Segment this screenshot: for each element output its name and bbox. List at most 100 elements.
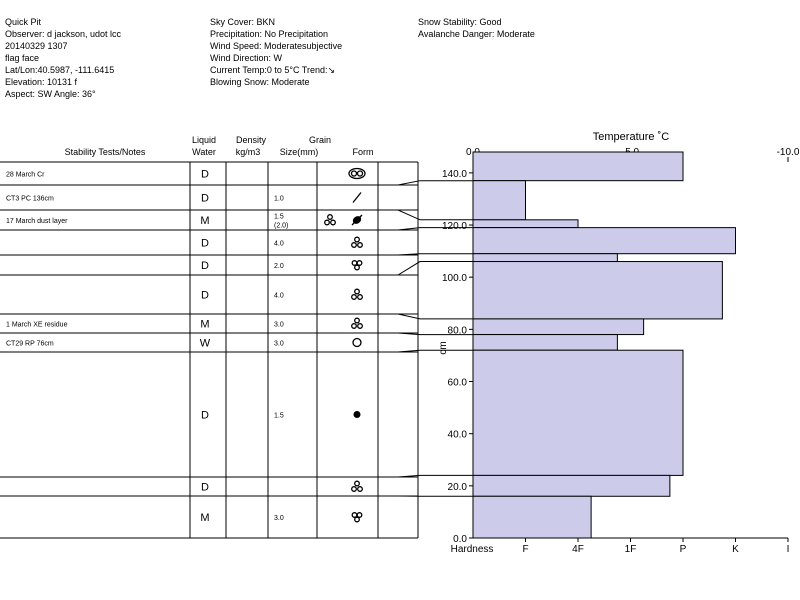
x-tick-label: I xyxy=(787,544,790,555)
pit-info-column: Quick Pit Observer: d jackson, udot lcc … xyxy=(5,16,121,100)
rounded-grains-icon xyxy=(353,411,361,418)
layer-connector xyxy=(380,349,473,353)
table-row: CT3 PC 136cm D 1.0 xyxy=(6,192,362,205)
clustered-rounded-icon xyxy=(351,260,363,271)
avalanche-danger: Avalanche Danger: Moderate xyxy=(418,29,535,39)
table-grid xyxy=(0,161,419,539)
row-liquid-water: D xyxy=(201,193,209,205)
ice-formation-icon xyxy=(351,214,363,226)
table-row: 28 March Cr D xyxy=(6,167,366,181)
layer-connector xyxy=(380,209,473,221)
y-axis-label: cm xyxy=(438,341,449,354)
liquid-water-header-2: Water xyxy=(192,147,216,157)
hardness-bar xyxy=(472,180,526,221)
row-liquid-water: D xyxy=(201,290,209,302)
x-tick-label: K xyxy=(732,544,739,555)
hardness-bar xyxy=(472,151,684,182)
row-grain-size: 3.0 xyxy=(274,515,284,522)
table-row: 1 March XE residue M 3.0 xyxy=(6,317,363,331)
y-tick-label: 100.0 xyxy=(442,273,467,284)
table-row: CT29 RP 76cm W 3.0 xyxy=(6,337,362,350)
lat-lon: Lat/Lon:40.5987, -111.6415 xyxy=(5,65,115,75)
row-grain-size: 2.0 xyxy=(274,263,284,270)
hardness-plot: Temperature ˚C 0.0-5.0-10.0 0.020.040.06… xyxy=(438,131,800,555)
stability-info-column: Snow Stability: Good Avalanche Danger: M… xyxy=(418,16,535,40)
slash-icon xyxy=(352,192,362,203)
x-tick-label: 1F xyxy=(625,544,637,555)
layer-connector xyxy=(380,180,473,186)
hardness-bar xyxy=(472,334,618,351)
row-note: 1 March XE residue xyxy=(6,322,68,329)
hardness-bar xyxy=(472,261,723,320)
row-liquid-water: D xyxy=(201,260,209,272)
y-tick-label: 20.0 xyxy=(448,482,468,493)
hardness-bar xyxy=(472,495,592,539)
hardness-bar xyxy=(472,318,645,336)
table-row: M 3.0 xyxy=(200,512,363,524)
row-liquid-water: M xyxy=(200,512,209,524)
row-liquid-water: W xyxy=(200,338,211,350)
grain-form-header: Form xyxy=(353,147,374,157)
rounded-faceted-icon xyxy=(351,288,363,300)
row-liquid-water: D xyxy=(201,482,209,494)
observer: Observer: d jackson, udot lcc xyxy=(5,29,122,39)
y-tick-label: 80.0 xyxy=(448,325,468,336)
layer-connector xyxy=(380,227,473,231)
rounded-faceted-icon xyxy=(351,236,363,248)
aspect-angle: Aspect: SW Angle: 36° xyxy=(5,89,96,99)
layer-connector xyxy=(380,313,473,320)
y-tick-label: 40.0 xyxy=(448,430,468,441)
hardness-bar xyxy=(472,219,579,229)
blowing-snow: Blowing Snow: Moderate xyxy=(210,77,310,87)
temperature-axis-title: Temperature ˚C xyxy=(593,131,669,143)
current-temp: Current Temp:0 to 5°C Trend:↘ xyxy=(210,65,336,75)
grain-header: Grain xyxy=(309,135,331,145)
x-tick-label: 4F xyxy=(572,544,584,555)
table-rows: 28 March Cr D CT3 PC 136cm D 1.0 17 March dus… xyxy=(6,167,366,524)
layer-connector xyxy=(380,253,473,256)
location-name: flag face xyxy=(5,53,40,63)
table-row: D 4.0 xyxy=(201,236,363,250)
layer-connector xyxy=(380,474,473,478)
row-liquid-water: D xyxy=(201,169,209,181)
row-note: 28 March Cr xyxy=(6,172,45,179)
row-grain-size: 4.0 xyxy=(274,293,284,300)
weather-info-column: Sky Cover: BKN Precipitation: No Precipi… xyxy=(210,16,342,88)
clustered-rounded-icon xyxy=(351,512,363,523)
liquid-water-header-1: Liquid xyxy=(192,135,216,145)
x-axis-label: Hardness xyxy=(451,544,494,555)
rounded-faceted-icon xyxy=(351,480,363,492)
y-tick-label: 120.0 xyxy=(442,221,467,232)
table-row: D 2.0 xyxy=(201,260,363,272)
density-header-2: kg/m3 xyxy=(236,147,261,157)
y-tick-label: 140.0 xyxy=(442,169,467,180)
temperature-tick-label: -10.0 xyxy=(777,147,800,158)
x-tick-label: F xyxy=(522,544,528,555)
hardness-bar xyxy=(472,227,736,255)
row-grain-size: 4.0 xyxy=(274,241,284,248)
y-tick-label: 0.0 xyxy=(453,534,467,545)
row-liquid-water: M xyxy=(200,319,209,331)
y-tick-label: 60.0 xyxy=(448,378,468,389)
date-time: 20140329 1307 xyxy=(5,41,68,51)
rounded-faceted-icon xyxy=(324,214,336,226)
row-liquid-water: D xyxy=(201,410,209,422)
notes-header: Stability Tests/Notes xyxy=(65,147,146,157)
layer-connectors xyxy=(380,180,473,497)
density-header-1: Density xyxy=(236,135,267,145)
row-note: CT29 RP 76cm xyxy=(6,341,54,348)
row-liquid-water: D xyxy=(201,238,209,250)
wind-direction: Wind Direction: W xyxy=(210,53,283,63)
row-grain-size: 1.5 xyxy=(274,214,284,221)
precipitation: Precipitation: No Precipitation xyxy=(210,29,329,39)
snow-stability: Snow Stability: Good xyxy=(418,17,502,27)
row-grain-size: 3.0 xyxy=(274,341,284,348)
rounded-faceted-icon xyxy=(351,317,363,329)
hardness-bar xyxy=(472,474,671,497)
wet-grains-icon xyxy=(352,337,362,348)
layer-connector xyxy=(380,261,473,276)
row-grain-size: 1.5 xyxy=(274,413,284,420)
table-row: D 4.0 xyxy=(201,288,363,302)
hardness-bar xyxy=(472,349,684,476)
